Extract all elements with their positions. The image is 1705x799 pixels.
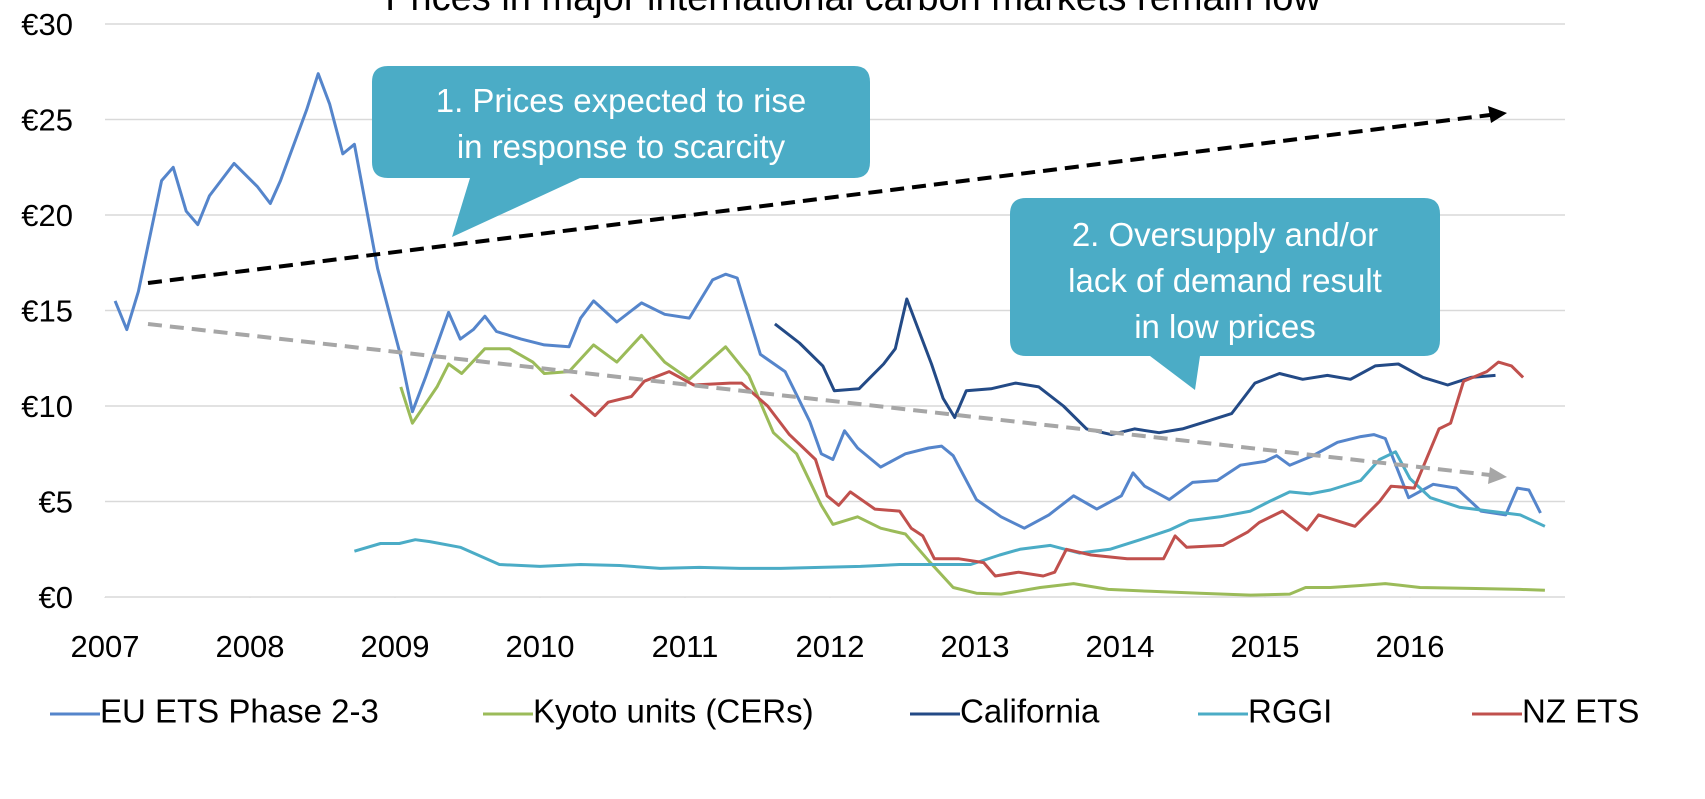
y-tick-label: €25 <box>21 103 73 138</box>
y-tick-label: €20 <box>21 198 73 233</box>
x-tick-label: 2008 <box>216 629 285 664</box>
x-tick-label: 2015 <box>1231 629 1300 664</box>
legend-label: RGGI <box>1248 693 1332 730</box>
series-line <box>353 450 1546 570</box>
annotation: lack of demand result <box>1068 262 1382 299</box>
callout-box <box>1010 198 1440 390</box>
chart-title: Prices in major international carbon mar… <box>385 0 1321 19</box>
x-tick-label: 2013 <box>941 629 1010 664</box>
arrow-head <box>1488 106 1507 123</box>
series-line <box>399 333 1545 597</box>
y-tick-label: €0 <box>39 580 73 615</box>
x-tick-label: 2014 <box>1086 629 1155 664</box>
series-line <box>569 360 1525 578</box>
callout-box <box>372 66 870 237</box>
annotation: 1. Prices expected to rise <box>436 82 807 119</box>
x-tick-label: 2011 <box>652 629 719 664</box>
annotation: in low prices <box>1134 308 1316 345</box>
legend-label: NZ ETS <box>1522 693 1639 730</box>
trend-arrow-down <box>147 322 1491 477</box>
legend-label: EU ETS Phase 2-3 <box>100 693 379 730</box>
y-tick-label: €30 <box>21 7 73 42</box>
x-tick-label: 2010 <box>506 629 575 664</box>
legend-label: California <box>960 693 1100 730</box>
legend-label: Kyoto units (CERs) <box>533 693 814 730</box>
x-tick-label: 2007 <box>71 629 140 664</box>
x-tick-label: 2016 <box>1376 629 1445 664</box>
y-tick-label: €10 <box>21 389 73 424</box>
y-tick-label: €15 <box>21 294 73 329</box>
annotation: 2. Oversupply and/or <box>1072 216 1378 253</box>
x-tick-label: 2012 <box>796 629 865 664</box>
series-line <box>113 72 1542 530</box>
annotation: in response to scarcity <box>457 128 786 165</box>
y-tick-label: €5 <box>39 485 73 520</box>
arrow-head <box>1488 467 1507 484</box>
trend-arrow-up <box>147 113 1491 285</box>
x-tick-label: 2009 <box>361 629 430 664</box>
